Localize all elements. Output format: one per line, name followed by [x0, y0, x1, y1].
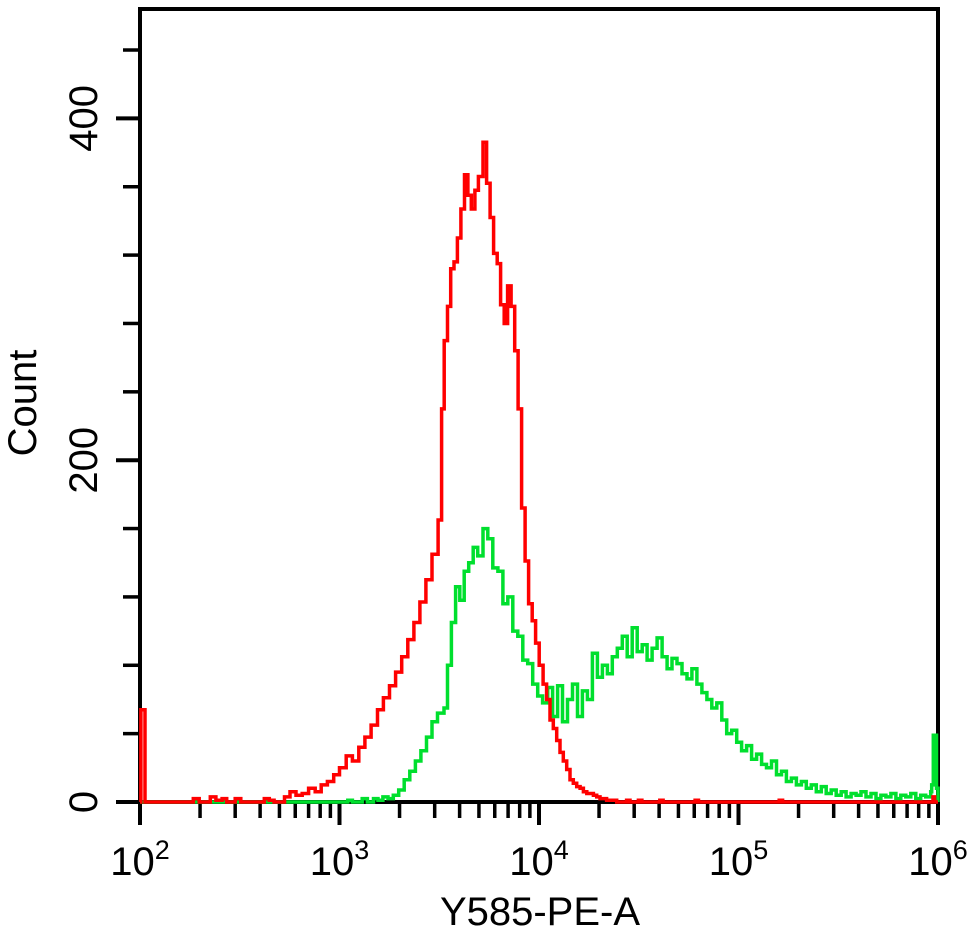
y-tick-label: 400 [62, 85, 106, 152]
y-tick-label: 200 [62, 427, 106, 494]
x-axis-ticks [138, 804, 940, 825]
y-tick-label: 0 [62, 791, 106, 813]
y-axis-label: Count [1, 350, 45, 457]
y-axis-tick-labels: 0 200 400 [62, 85, 106, 813]
x-tick-label: 106 [908, 835, 968, 884]
red-histogram-curve [139, 140, 938, 804]
plot-border [138, 7, 940, 804]
x-tick-label: 102 [110, 835, 170, 884]
x-tick-label: 105 [709, 835, 769, 884]
x-tick-label: 104 [509, 835, 569, 884]
x-axis-label: Y585-PE-A [440, 890, 640, 934]
y-axis-ticks [116, 48, 138, 804]
green-histogram-curve [140, 526, 940, 804]
x-axis-tick-labels: 102 103 104 105 106 [110, 835, 968, 884]
x-tick-label: 103 [310, 835, 370, 884]
